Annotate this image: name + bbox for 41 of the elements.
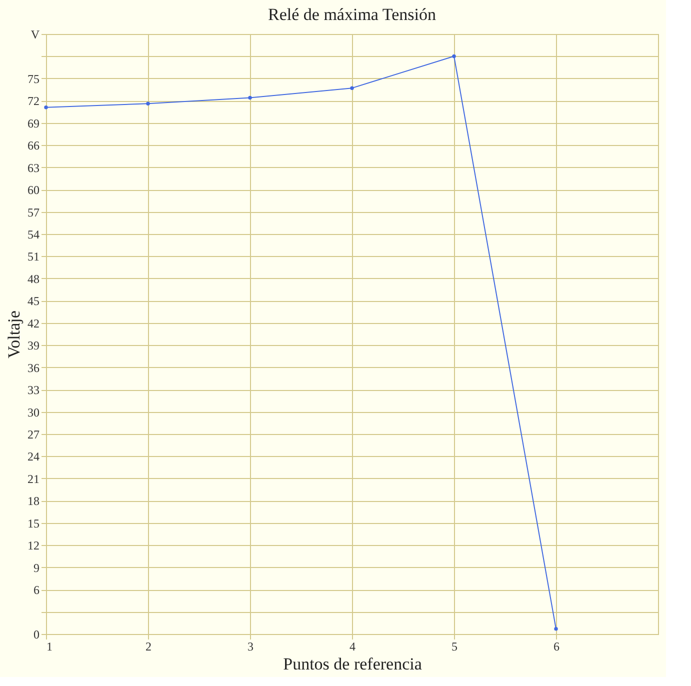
x-tick-label: 1 [46, 640, 52, 654]
y-tick-label: 24 [28, 450, 40, 464]
x-tick-label: 2 [146, 640, 152, 654]
chart-title: Relé de máxima Tensión [268, 5, 436, 24]
y-tick-label: 72 [28, 94, 40, 108]
x-axis-title: Puntos de referencia [283, 654, 422, 674]
point [44, 105, 48, 110]
y-tick-label: 18 [28, 494, 40, 508]
y-tick-label: 0 [34, 628, 40, 642]
y-tick-label: 6 [34, 583, 40, 598]
point [248, 96, 252, 100]
y-tick-label: 63 [28, 160, 40, 175]
y-tick-label: 75 [28, 72, 40, 86]
point [452, 54, 456, 58]
x-tick-label: 6 [554, 640, 560, 654]
point [554, 626, 558, 631]
x-tick-label: 4 [350, 640, 356, 654]
y-tick-label: 9 [34, 560, 40, 575]
y-tick-label: 36 [28, 360, 40, 375]
y-tick-label: 21 [28, 472, 40, 486]
x-tick-label: 3 [248, 640, 254, 654]
y-tick-label: 60 [28, 183, 40, 198]
point [350, 86, 354, 90]
y-tick-label: 12 [28, 538, 40, 553]
y-tick-label: 51 [28, 250, 40, 264]
y-tick-label: 66 [28, 138, 40, 153]
y-tick-label: 15 [28, 516, 40, 530]
point [146, 102, 150, 106]
x-tick-label: 5 [452, 640, 458, 654]
y-tick-label: 48 [28, 272, 40, 286]
y-tick-label: 33 [28, 383, 40, 398]
y-tick-label: 30 [28, 405, 40, 420]
y-tick-label: V [30, 28, 40, 42]
y-tick-label: 27 [28, 428, 40, 442]
y-tick-label: 45 [28, 294, 40, 308]
y-tick-label: 42 [28, 316, 40, 330]
y-tick-label: 57 [28, 205, 40, 220]
y-tick-label: 54 [28, 228, 40, 242]
y-tick-label: 69 [28, 116, 40, 130]
y-axis-title: Voltaje [4, 310, 24, 358]
y-tick-label: 39 [28, 338, 40, 353]
